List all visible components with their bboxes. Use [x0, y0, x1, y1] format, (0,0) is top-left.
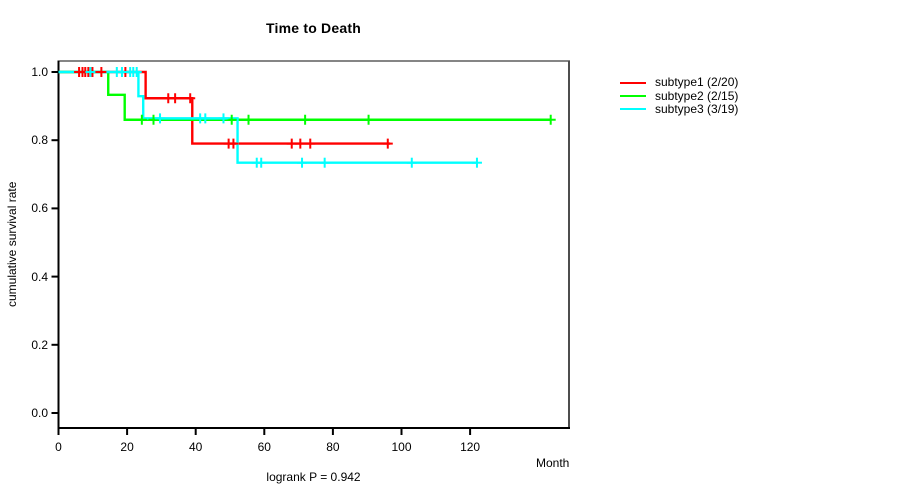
y-tick-label: 0.0	[31, 406, 48, 420]
x-tick-label: 40	[189, 440, 203, 454]
x-tick-label: 120	[460, 440, 481, 454]
x-axis-label: Month	[536, 456, 570, 470]
legend-item-label: subtype3 (3/19)	[655, 101, 739, 116]
legend-line-swatch	[620, 108, 646, 111]
legend-item-label: subtype2 (2/15)	[655, 88, 739, 103]
legend-item-label: subtype1 (2/20)	[655, 75, 739, 90]
legend: subtype1 (2/20) subtype2 (2/15) subtype3 (…	[620, 76, 738, 116]
legend-item-subtype3: subtype3 (3/19)	[620, 101, 739, 116]
legend-item-subtype1: subtype1 (2/20)	[620, 76, 738, 89]
y-tick-label: 0.2	[31, 337, 48, 352]
y-tick-label: 0.4	[31, 269, 48, 284]
legend-line-swatch	[620, 81, 646, 84]
y-tick-label: 1.0	[31, 65, 48, 79]
survival-curve-subtype2	[58, 70, 551, 121]
logrank-annotation: logrank P = 0.942	[266, 470, 361, 484]
y-tick-label: 0.6	[31, 201, 48, 216]
survival-curve-subtype3	[58, 70, 478, 164]
x-tick-label: 0	[55, 440, 62, 454]
legend-line-swatch	[620, 95, 646, 98]
chart-title: Time to Death	[266, 20, 361, 36]
x-tick-label: 80	[326, 440, 340, 454]
legend-item-subtype2: subtype2 (2/15)	[620, 89, 738, 102]
x-tick-label: 100	[391, 440, 412, 454]
y-tick-label: 0.8	[31, 133, 48, 148]
x-tick-label: 20	[120, 440, 134, 454]
x-tick-label: 60	[257, 440, 271, 454]
